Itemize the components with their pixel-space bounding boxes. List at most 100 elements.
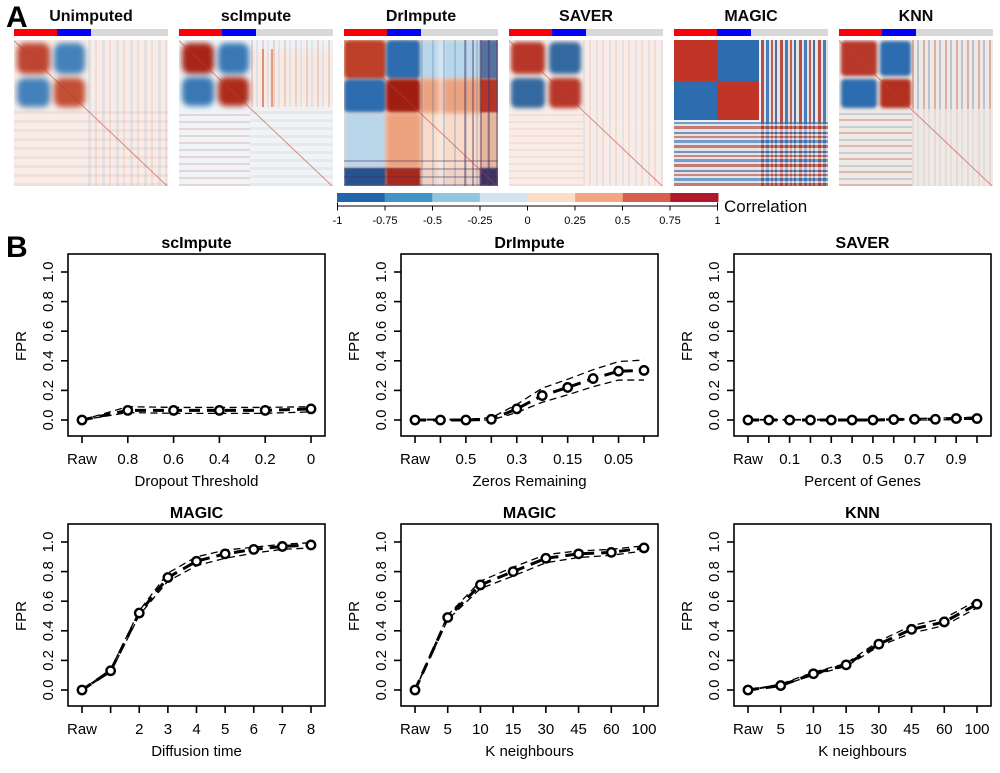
y-tick-label: 0.4 bbox=[706, 620, 723, 641]
matrix-stripes bbox=[87, 40, 168, 186]
matrix-block bbox=[674, 80, 718, 121]
matrix-block bbox=[182, 77, 215, 107]
y-axis-label: FPR bbox=[346, 601, 363, 631]
data-point bbox=[613, 365, 624, 377]
fpr-line bbox=[747, 602, 978, 692]
annotation-rest bbox=[585, 29, 663, 36]
correlation-matrix bbox=[344, 40, 498, 186]
colorbar-segment bbox=[384, 193, 433, 202]
x-tick-label: 5 bbox=[777, 721, 785, 738]
data-point bbox=[460, 414, 472, 426]
data-point bbox=[475, 579, 486, 591]
y-tick-label: 0.6 bbox=[373, 591, 390, 612]
data-point bbox=[938, 616, 950, 628]
y-tick-label: 1.0 bbox=[40, 262, 57, 283]
annotation-rest bbox=[420, 29, 498, 36]
matrix-block bbox=[674, 120, 828, 123]
colorbar-axis bbox=[337, 202, 718, 207]
matrix-block bbox=[479, 113, 498, 169]
data-point bbox=[605, 546, 617, 558]
data-point bbox=[909, 413, 920, 425]
x-axis-label: Diffusion time bbox=[151, 743, 242, 760]
y-tick-label: 1.0 bbox=[706, 532, 723, 553]
fpr-line bbox=[748, 417, 977, 422]
data-point bbox=[906, 623, 917, 635]
data-point bbox=[276, 541, 288, 552]
matrix-block bbox=[717, 40, 759, 81]
x-tick-label: 15 bbox=[838, 721, 855, 738]
x-axis-label: Percent of Genes bbox=[804, 473, 921, 490]
matrix-block bbox=[674, 40, 718, 81]
data-point bbox=[76, 684, 88, 696]
colorbar-tick-label: 0.5 bbox=[615, 215, 630, 227]
heatmap-title: scImpute bbox=[220, 8, 292, 25]
data-point bbox=[76, 414, 88, 426]
y-tick-label: 0.2 bbox=[373, 650, 390, 671]
x-tick-label: 0.5 bbox=[455, 451, 476, 468]
y-tick-label: 0.4 bbox=[373, 620, 390, 641]
data-point bbox=[808, 668, 819, 680]
data-point bbox=[742, 414, 754, 426]
plot-box bbox=[67, 253, 326, 437]
x-tick-label: 0.9 bbox=[946, 451, 967, 468]
x-tick-label: 60 bbox=[603, 721, 620, 738]
x-tick-label: 4 bbox=[192, 721, 200, 738]
y-axis-label: FPR bbox=[13, 601, 30, 631]
colorbar-segment bbox=[337, 193, 386, 202]
annotation-rest bbox=[255, 29, 333, 36]
matrix-block bbox=[17, 77, 51, 108]
matrix-stripes bbox=[674, 122, 828, 186]
y-axis-label: FPR bbox=[346, 331, 363, 361]
y-tick-label: 0.8 bbox=[706, 291, 723, 312]
matrix-block bbox=[479, 79, 498, 113]
plot-title: SAVER bbox=[836, 235, 890, 252]
matrix-stripes bbox=[262, 48, 275, 108]
matrix-block bbox=[717, 80, 759, 121]
y-tick-label: 1.0 bbox=[706, 262, 723, 283]
fpr-plot-5-magic: MAGIC 0.0 0.2 0.4 0.6 0.8 1.0 FPR Raw 5 10 15 30 45 60… bbox=[346, 505, 659, 760]
colorbar-title: Correlation bbox=[724, 197, 808, 216]
annotation-blue bbox=[882, 29, 916, 36]
heatmap-title: SAVER bbox=[559, 8, 613, 25]
x-tick-label: 0.4 bbox=[209, 451, 230, 468]
data-point bbox=[485, 413, 497, 425]
x-tick-label: 30 bbox=[538, 721, 555, 738]
x-tick-label: 0 bbox=[307, 451, 315, 468]
y-tick-label: 0.0 bbox=[706, 680, 723, 701]
correlation-matrix bbox=[674, 40, 828, 186]
x-tick-label: 0.15 bbox=[553, 451, 582, 468]
x-tick-label: 0.7 bbox=[904, 451, 925, 468]
matrix-stripes bbox=[582, 40, 663, 186]
x-tick-label: 30 bbox=[871, 721, 888, 738]
y-tick-label: 0.6 bbox=[706, 591, 723, 612]
data-point bbox=[840, 659, 852, 671]
heatmap-title: MAGIC bbox=[724, 8, 778, 25]
correlation-colorbar: -1 -0.75 -0.5 -0.25 0 0.25 0.5 0.75 1 bbox=[333, 193, 721, 233]
annotation-red bbox=[674, 29, 718, 36]
data-point bbox=[587, 373, 599, 384]
fpr-line bbox=[81, 543, 312, 692]
plot-box bbox=[67, 523, 326, 707]
y-tick-label: 0.6 bbox=[706, 321, 723, 342]
data-point bbox=[763, 414, 775, 426]
ci-upper-line bbox=[415, 359, 645, 420]
heatmap-panel-knn: KNN bbox=[839, 4, 993, 186]
annotation-blue bbox=[717, 29, 751, 36]
data-point bbox=[540, 552, 552, 564]
matrix-block bbox=[840, 78, 878, 108]
ci-lower-line bbox=[414, 550, 645, 691]
y-tick-label: 0.2 bbox=[40, 650, 57, 671]
x-axis-label: K neighbours bbox=[818, 743, 906, 760]
x-tick-label: 5 bbox=[221, 721, 229, 738]
fpr-plots-grid: scImpute 0.0 0.2 0.4 0.6 0.8 1.0 FPR Raw 0.8 0.6 0.… bbox=[0, 232, 999, 772]
x-tick-label: 45 bbox=[903, 721, 920, 738]
data-point bbox=[784, 414, 796, 426]
heatmap-panel-magic: MAGIC bbox=[674, 4, 828, 186]
annotation-blue bbox=[552, 29, 586, 36]
matrix-block bbox=[879, 41, 911, 77]
data-point bbox=[846, 414, 858, 426]
plot-title: scImpute bbox=[161, 235, 231, 252]
plot-title: DrImpute bbox=[494, 235, 564, 252]
x-tick-label: 100 bbox=[964, 721, 989, 738]
